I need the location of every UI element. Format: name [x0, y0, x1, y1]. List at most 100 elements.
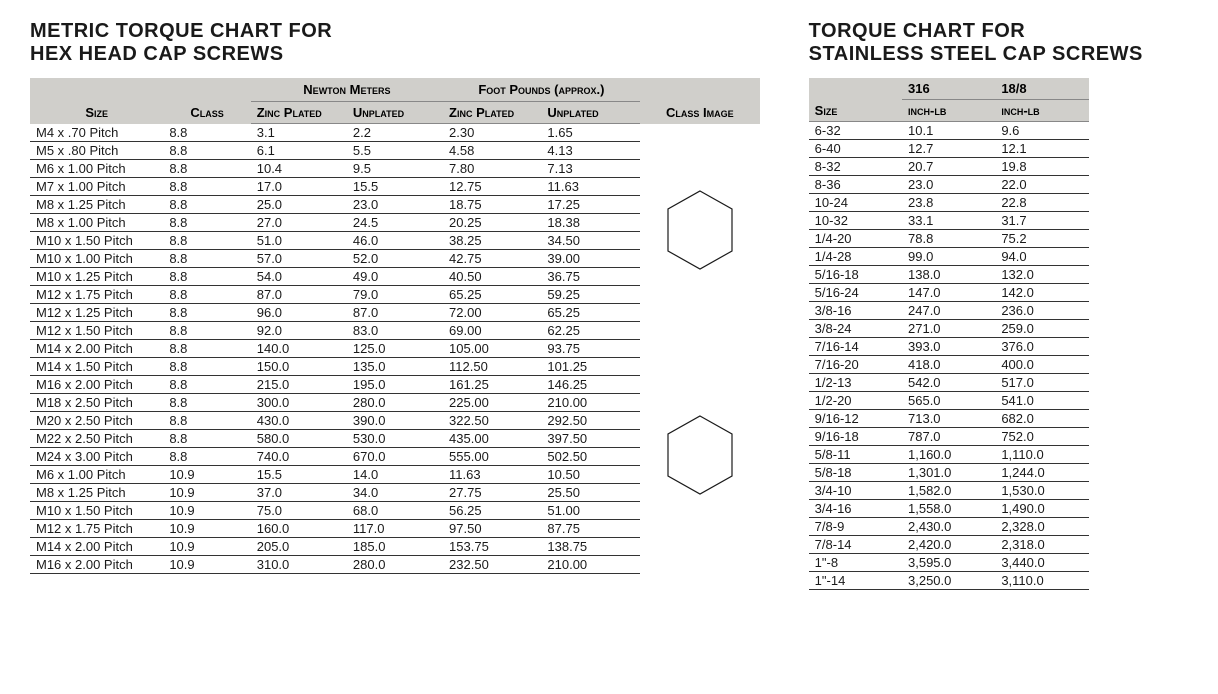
cell: 23.0: [347, 196, 443, 214]
table-row: 8-3623.022.0: [809, 176, 1089, 194]
cell: 22.0: [995, 176, 1088, 194]
cell: M12 x 1.75 Pitch: [30, 286, 163, 304]
page-container: METRIC TORQUE CHART FORHEX HEAD CAP SCRE…: [30, 20, 1188, 590]
table-row: M14 x 2.00 Pitch8.8140.0125.0105.0093.75: [30, 340, 760, 358]
cell: 105.00: [443, 340, 541, 358]
cell: 8.8: [163, 430, 250, 448]
cell: 7.80: [443, 160, 541, 178]
cell: 300.0: [251, 394, 347, 412]
cell: 740.0: [251, 448, 347, 466]
cell: 27.75: [443, 484, 541, 502]
th-r-size: Size: [809, 78, 902, 122]
cell: 79.0: [347, 286, 443, 304]
cell: 23.8: [902, 194, 995, 212]
cell: 530.0: [347, 430, 443, 448]
cell: 7/8-9: [809, 518, 902, 536]
cell: 25.50: [541, 484, 639, 502]
cell: 10.9: [163, 556, 250, 574]
table-row: 6-4012.712.1: [809, 140, 1089, 158]
table-row: 1"-83,595.03,440.0: [809, 554, 1089, 572]
right-title: TORQUE CHART FORSTAINLESS STEEL CAP SCRE…: [809, 20, 1188, 66]
table-row: 5/16-18138.0132.0: [809, 266, 1089, 284]
cell: 69.00: [443, 322, 541, 340]
th-group-fp: Foot Pounds (approx.): [443, 78, 640, 102]
table-row: M4 x .70 Pitch8.83.12.22.301.65: [30, 124, 760, 142]
cell: 542.0: [902, 374, 995, 392]
cell: 96.0: [251, 304, 347, 322]
cell: 33.1: [902, 212, 995, 230]
cell: 10-24: [809, 194, 902, 212]
cell: 8.8: [163, 250, 250, 268]
table-row: 3/8-16247.0236.0: [809, 302, 1089, 320]
table-row: 6-3210.19.6: [809, 122, 1089, 140]
left-table-body-1: M4 x .70 Pitch8.83.12.22.301.65 M5 x .80…: [30, 124, 760, 340]
cell: 20.25: [443, 214, 541, 232]
cell: 2.30: [443, 124, 541, 142]
cell: 23.0: [902, 176, 995, 194]
cell: 8.8: [163, 232, 250, 250]
cell: 3,440.0: [995, 554, 1088, 572]
cell: M24 x 3.00 Pitch: [30, 448, 163, 466]
cell: 93.75: [541, 340, 639, 358]
left-panel: METRIC TORQUE CHART FORHEX HEAD CAP SCRE…: [30, 20, 769, 590]
cell: 87.0: [251, 286, 347, 304]
cell: 8.8: [163, 196, 250, 214]
th-class: Class: [163, 78, 250, 124]
cell: M7 x 1.00 Pitch: [30, 178, 163, 196]
table-row: 10-3233.131.7: [809, 212, 1089, 230]
th-unit2: inch-lb: [995, 100, 1088, 122]
cell: M6 x 1.00 Pitch: [30, 160, 163, 178]
cell: 435.00: [443, 430, 541, 448]
cell: 101.25: [541, 358, 639, 376]
cell: 8.8: [163, 160, 250, 178]
cell: 8.8: [163, 394, 250, 412]
cell: 8.8: [163, 304, 250, 322]
cell: 51.0: [251, 232, 347, 250]
cell: 8.8: [163, 412, 250, 430]
cell: M4 x .70 Pitch: [30, 124, 163, 142]
table-row: 7/16-14393.0376.0: [809, 338, 1089, 356]
cell: 11.63: [541, 178, 639, 196]
cell: 161.25: [443, 376, 541, 394]
cell: 8.8: [163, 376, 250, 394]
cell: 138.0: [902, 266, 995, 284]
cell: 8.8: [163, 178, 250, 196]
cell: 37.0: [251, 484, 347, 502]
cell: 8.8: [163, 322, 250, 340]
cell: M14 x 1.50 Pitch: [30, 358, 163, 376]
cell: 25.0: [251, 196, 347, 214]
cell: 42.75: [443, 250, 541, 268]
cell: 18.75: [443, 196, 541, 214]
th-size: Size: [30, 78, 163, 124]
cell: 1/4-28: [809, 248, 902, 266]
cell: 54.0: [251, 268, 347, 286]
class-image-cell: [640, 124, 760, 340]
cell: 8.8: [163, 124, 250, 142]
cell: 9/16-18: [809, 428, 902, 446]
cell: 9.5: [347, 160, 443, 178]
cell: 2,420.0: [902, 536, 995, 554]
cell: 52.0: [347, 250, 443, 268]
cell: 752.0: [995, 428, 1088, 446]
cell: 40.50: [443, 268, 541, 286]
cell: 10.9: [163, 538, 250, 556]
cell: 160.0: [251, 520, 347, 538]
cell: 502.50: [541, 448, 639, 466]
cell: 280.0: [347, 394, 443, 412]
cell: 1"-8: [809, 554, 902, 572]
cell: 17.0: [251, 178, 347, 196]
cell: 5/8-18: [809, 464, 902, 482]
cell: 10.9: [163, 466, 250, 484]
cell: M14 x 2.00 Pitch: [30, 340, 163, 358]
cell: 1,558.0: [902, 500, 995, 518]
table-row: 8-3220.719.8: [809, 158, 1089, 176]
cell: 125.0: [347, 340, 443, 358]
left-title: METRIC TORQUE CHART FORHEX HEAD CAP SCRE…: [30, 20, 769, 66]
cell: 135.0: [347, 358, 443, 376]
cell: 2,318.0: [995, 536, 1088, 554]
cell: 75.2: [995, 230, 1088, 248]
table-row: 9/16-18787.0752.0: [809, 428, 1089, 446]
cell: 397.50: [541, 430, 639, 448]
hexagon-icon: [660, 410, 740, 500]
cell: 232.50: [443, 556, 541, 574]
